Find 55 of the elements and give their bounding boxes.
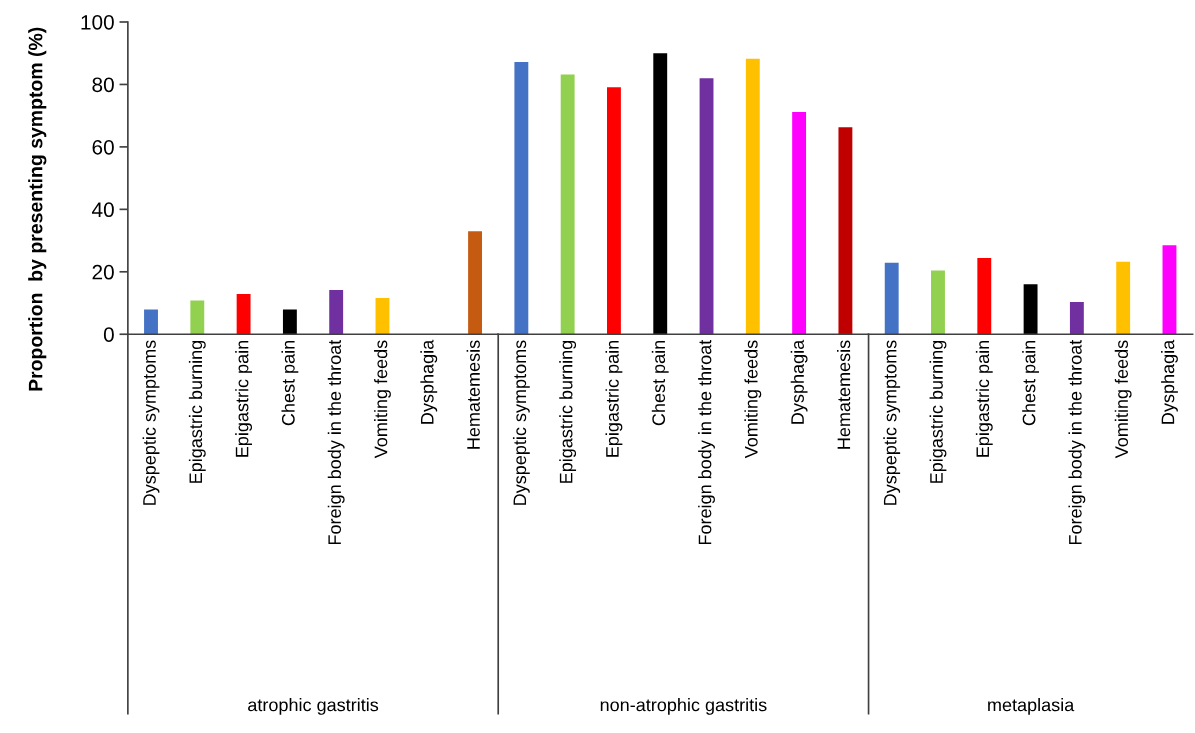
bar — [468, 231, 483, 335]
bar — [560, 74, 575, 335]
bar — [144, 309, 158, 335]
bar — [1162, 245, 1177, 335]
bar — [282, 309, 297, 335]
bar — [745, 58, 760, 335]
x-tick-label: Dysphagia — [1161, 339, 1178, 424]
y-tick-label: 40 — [91, 202, 114, 218]
x-tick-label: Dyspeptic symptoms — [883, 340, 901, 505]
x-tick-label: Dysphagia — [790, 339, 808, 424]
x-tick-label: Epigastric burning — [559, 340, 577, 483]
y-axis-title: Proportion by presenting symptom (%) — [28, 27, 47, 391]
x-tick-label: Epigastric burning — [929, 340, 947, 483]
x-tick-label: Foreign body in the throat — [327, 339, 345, 545]
bar — [838, 127, 853, 335]
bar — [653, 53, 668, 335]
x-tick-label: Epigastric burning — [188, 340, 206, 483]
x-axis-title: atrophic gastritis — [248, 698, 379, 715]
bar — [1023, 284, 1038, 335]
x-tick-label: Epigastric pain — [975, 340, 993, 457]
x-tick-label: Epigastric pain — [235, 340, 253, 457]
x-axis-title: metaplasia — [988, 698, 1075, 715]
x-tick-label: Dysphagia — [420, 339, 438, 424]
bar — [190, 300, 205, 335]
bar — [375, 298, 390, 335]
bar — [931, 270, 945, 335]
x-tick-label: Epigastric pain — [605, 340, 623, 457]
x-tick-label: Foreign body in the throat — [1068, 339, 1086, 545]
x-tick-label: Dyspeptic symptoms — [512, 340, 530, 505]
bar — [329, 289, 344, 335]
bar — [977, 258, 992, 335]
bar — [607, 87, 621, 335]
x-tick-label: Chest pain — [281, 340, 299, 426]
bar — [236, 293, 251, 335]
x-tick-label: Vomiting feeds — [374, 340, 391, 459]
y-tick-label: 60 — [92, 139, 114, 155]
y-tick-label: 0 — [103, 327, 114, 342]
x-axis-title: non-atrophic gastritis — [600, 698, 767, 715]
x-tick-label: Vomiting feeds — [744, 340, 762, 459]
y-tick-label: 20 — [92, 264, 114, 280]
x-tick-label: Dyspeptic symptoms — [142, 340, 160, 505]
bar — [1069, 302, 1084, 335]
x-tick-label: Chest pain — [1022, 340, 1039, 426]
bar — [1116, 261, 1131, 335]
bar — [792, 111, 807, 335]
y-tick-label: 80 — [92, 77, 114, 93]
x-tick-label: Vomiting feeds — [1114, 340, 1132, 459]
bar — [699, 78, 714, 335]
x-tick-label: Hematemesis — [466, 340, 480, 449]
x-tick-label: Hematemesis — [836, 340, 851, 449]
bar — [884, 262, 899, 335]
x-tick-label: Foreign body in the throat — [698, 339, 715, 545]
bar — [514, 61, 529, 335]
x-tick-label: Chest pain — [651, 340, 669, 426]
y-tick-label: 100 — [81, 14, 114, 30]
